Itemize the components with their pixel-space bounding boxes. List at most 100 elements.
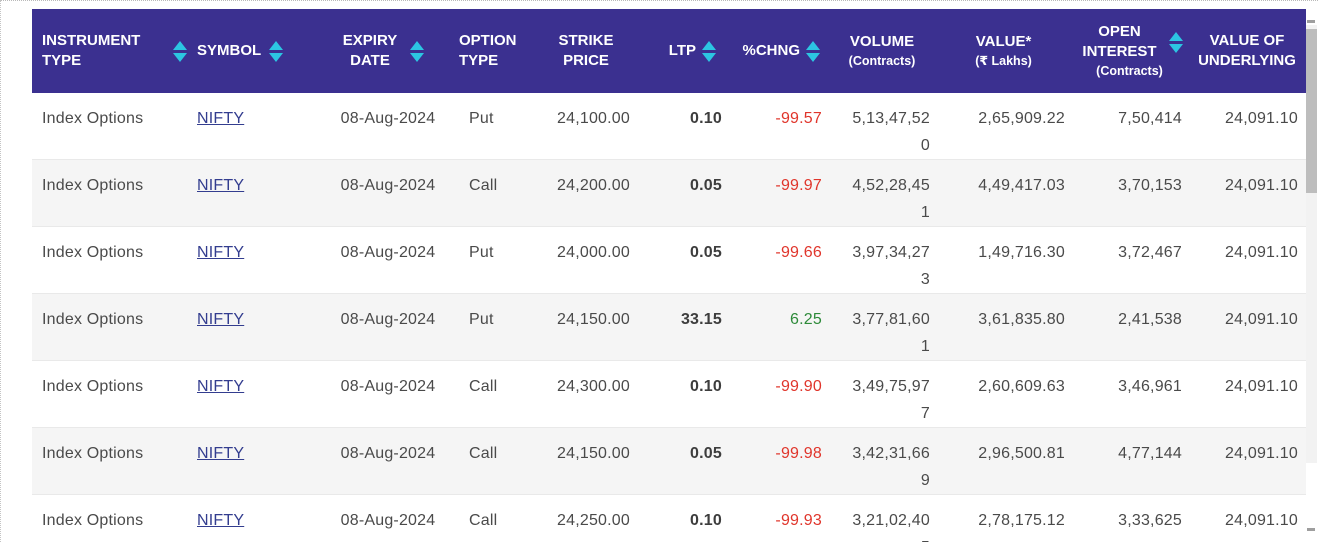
- cell-expiry-date: 08-Aug-2024: [311, 159, 451, 227]
- volume-value: 3,42,31,669: [852, 445, 930, 489]
- symbol-link[interactable]: NIFTY: [197, 445, 245, 462]
- sort-icon[interactable]: [1168, 31, 1183, 53]
- sort-icon[interactable]: [410, 40, 424, 62]
- cell-symbol: NIFTY: [187, 293, 311, 361]
- col-header-open-interest[interactable]: OPEN INTEREST (Contracts): [1071, 9, 1188, 93]
- sort-icon[interactable]: [702, 40, 716, 62]
- cell-value: 4,49,417.03: [936, 159, 1071, 227]
- cell-pct-change: -99.98: [728, 427, 828, 495]
- cell-ltp: 0.05: [636, 427, 728, 495]
- sort-icon[interactable]: [173, 40, 187, 62]
- symbol-link[interactable]: NIFTY: [197, 512, 245, 529]
- cell-instrument-type: Index Options: [32, 360, 187, 428]
- col-sublabel-value: (₹ Lakhs): [975, 54, 1032, 69]
- col-header-pct-change[interactable]: %CHNG: [728, 9, 828, 93]
- cell-option-type: Call: [451, 427, 536, 495]
- cell-open-interest: 2,41,538: [1071, 293, 1188, 361]
- cell-open-interest: 4,77,144: [1071, 427, 1188, 495]
- cell-option-type: Call: [451, 159, 536, 227]
- symbol-link[interactable]: NIFTY: [197, 311, 245, 328]
- cell-expiry-date: 08-Aug-2024: [311, 427, 451, 495]
- col-header-instrument-type[interactable]: INSTRUMENT TYPE: [32, 9, 187, 93]
- col-label-volume: VOLUME: [849, 32, 915, 50]
- cell-instrument-type: Index Options: [32, 159, 187, 227]
- sort-icon[interactable]: [806, 40, 820, 62]
- col-header-expiry-date[interactable]: EXPIRY DATE: [311, 9, 451, 93]
- col-header-volume: VOLUME (Contracts): [828, 9, 936, 93]
- cell-strike-price: 24,250.00: [536, 494, 636, 542]
- cell-ltp: 0.10: [690, 110, 722, 127]
- most-active-options-table: INSTRUMENT TYPE SYMBOL EXPIRY DATE: [32, 9, 1306, 542]
- col-label-ltp: LTP: [668, 41, 696, 59]
- cell-expiry-date: 08-Aug-2024: [311, 226, 451, 294]
- cell-expiry-date: 08-Aug-2024: [311, 494, 451, 542]
- cell-value-of-underlying: 24,091.10: [1225, 110, 1298, 127]
- cell-option-type: Call: [451, 494, 536, 542]
- cell-strike-price: 24,200.00: [536, 159, 636, 227]
- cell-volume: 3,49,75,977: [828, 360, 936, 428]
- cell-volume: 3,42,31,669: [828, 427, 936, 495]
- cell-volume: 3,77,81,601: [828, 293, 936, 361]
- cell-open-interest: 3,46,961: [1071, 360, 1188, 428]
- table-body: Index Options NIFTY 08-Aug-2024 Put 24,1…: [32, 93, 1306, 542]
- col-header-value-of-underlying: VALUE OF UNDERLYING: [1188, 9, 1306, 93]
- cell-strike-price: 24,000.00: [536, 226, 636, 294]
- col-header-option-type: OPTION TYPE: [451, 9, 536, 93]
- table-row: Index Options NIFTY 08-Aug-2024 Call 24,…: [32, 159, 1306, 227]
- cell-symbol: NIFTY: [187, 360, 311, 428]
- cell-symbol: NIFTY: [187, 93, 311, 160]
- col-header-symbol[interactable]: SYMBOL: [187, 9, 311, 93]
- cell-symbol: NIFTY: [187, 226, 311, 294]
- cell-value-of-underlying: 24,091.10: [1188, 360, 1306, 428]
- cell-pct-change: -99.66: [728, 226, 828, 294]
- cell-open-interest: 7,50,414: [1118, 110, 1182, 127]
- table-row: Index Options NIFTY 08-Aug-2024 Put 24,0…: [32, 226, 1306, 294]
- volume-value: 3,77,81,601: [852, 311, 930, 355]
- col-label-instrument-type: INSTRUMENT TYPE: [42, 31, 141, 69]
- cell-pct-change: -99.97: [728, 159, 828, 227]
- table-container: INSTRUMENT TYPE SYMBOL EXPIRY DATE: [32, 9, 1306, 542]
- sort-icon[interactable]: [269, 40, 284, 62]
- cell-instrument-type: Index Options: [42, 110, 144, 127]
- cell-strike-price: 24,150.00: [536, 427, 636, 495]
- table-row: Index Options NIFTY 08-Aug-2024 Call 24,…: [32, 494, 1306, 542]
- cell-strike-price: 24,300.00: [536, 360, 636, 428]
- cell-open-interest: 3,72,467: [1071, 226, 1188, 294]
- col-label-symbol: SYMBOL: [197, 41, 262, 59]
- cell-value-of-underlying: 24,091.10: [1188, 159, 1306, 227]
- col-label-value: VALUE*: [975, 32, 1032, 50]
- cell-instrument-type: Index Options: [32, 427, 187, 495]
- col-header-strike-price: STRIKE PRICE: [536, 9, 636, 93]
- cell-volume: 5,13,47,520: [828, 93, 936, 160]
- cell-open-interest: 3,70,153: [1071, 159, 1188, 227]
- volume-value: 3,21,02,405: [852, 512, 930, 542]
- cell-instrument-type: Index Options: [32, 494, 187, 542]
- col-header-value: VALUE* (₹ Lakhs): [936, 9, 1071, 93]
- cell-ltp: 0.05: [636, 159, 728, 227]
- symbol-link[interactable]: NIFTY: [197, 378, 245, 395]
- cell-instrument-type: Index Options: [32, 293, 187, 361]
- cell-value-of-underlying: 24,091.10: [1188, 427, 1306, 495]
- table-header: INSTRUMENT TYPE SYMBOL EXPIRY DATE: [32, 9, 1306, 93]
- table-row: Index Options NIFTY 08-Aug-2024 Put 24,1…: [32, 93, 1306, 160]
- cell-pct-change: -99.93: [728, 494, 828, 542]
- col-sublabel-open-interest: (Contracts): [1096, 64, 1163, 79]
- scrollbar-bottom-marker: [1307, 528, 1315, 531]
- scrollbar-thumb[interactable]: [1306, 29, 1317, 193]
- col-header-ltp[interactable]: LTP: [636, 9, 728, 93]
- symbol-link[interactable]: NIFTY: [197, 110, 245, 127]
- cell-pct-change: 6.25: [728, 293, 828, 361]
- cell-value-of-underlying: 24,091.10: [1188, 494, 1306, 542]
- cell-expiry-date: 08-Aug-2024: [311, 360, 451, 428]
- cell-option-type: Call: [451, 360, 536, 428]
- cell-volume: 3,97,34,273: [828, 226, 936, 294]
- col-label-value-of-underlying: VALUE OF UNDERLYING: [1198, 31, 1296, 69]
- symbol-link[interactable]: NIFTY: [197, 177, 245, 194]
- scrollbar-top-marker: [1307, 20, 1315, 23]
- cell-ltp: 0.05: [636, 226, 728, 294]
- vertical-scrollbar[interactable]: [1306, 25, 1317, 463]
- cell-expiry-date: 08-Aug-2024: [340, 110, 436, 127]
- symbol-link[interactable]: NIFTY: [197, 244, 245, 261]
- cell-value: 1,49,716.30: [936, 226, 1071, 294]
